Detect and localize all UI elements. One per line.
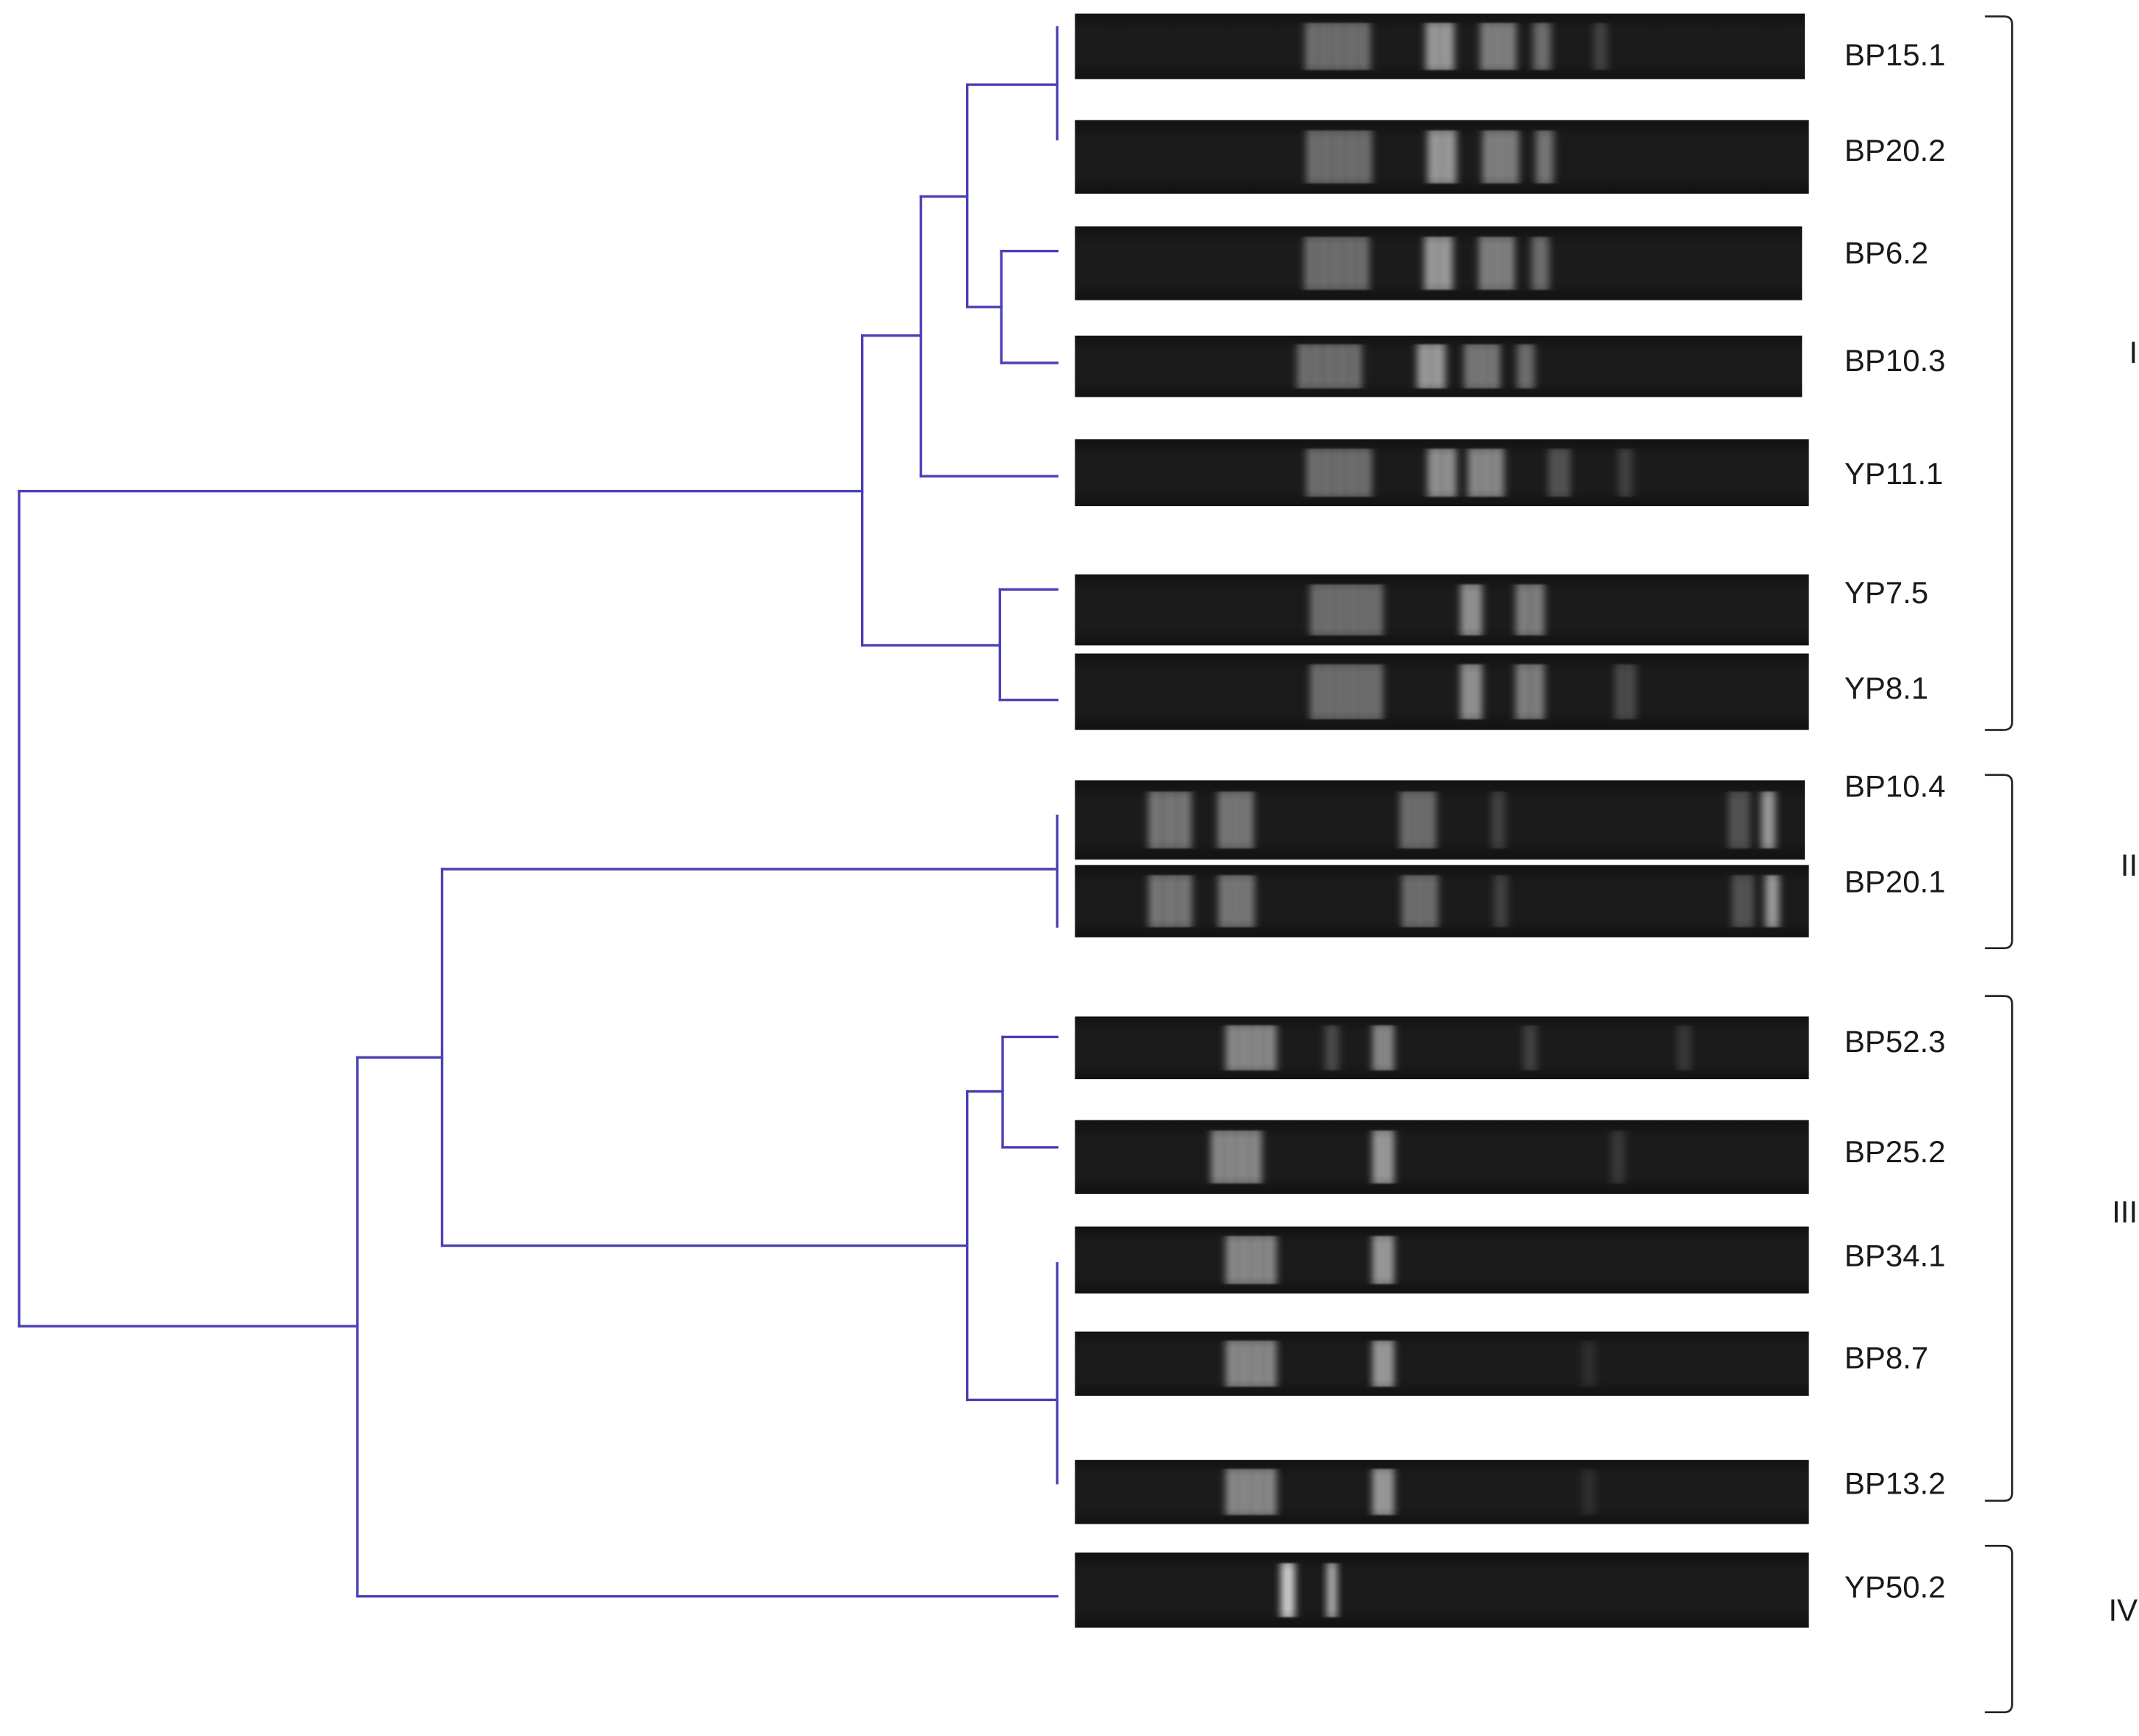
gel-lane-shading [1075,13,1805,79]
gel-lane-shading [1075,1016,1809,1079]
sample-label: BP20.2 [1844,133,1946,168]
gel-lane [1075,574,1809,646]
cluster-label: III [2112,1195,2138,1229]
sample-label: BP10.4 [1844,769,1946,804]
sample-label: YP7.5 [1844,575,1928,610]
sample-label: YP8.1 [1844,671,1928,705]
gel-lanes [1075,13,1809,1628]
sample-label: BP52.3 [1844,1024,1946,1059]
gel-lane-shading [1075,780,1805,860]
gel-lane-shading [1075,1331,1809,1396]
sample-label: BP8.7 [1844,1341,1928,1375]
bracket-line [1985,1544,2013,1714]
gel-lane [1075,226,1803,300]
gel-lane-shading [1075,865,1809,937]
gel-lane [1075,439,1809,506]
gel-lane [1075,1120,1809,1194]
gel-lane-shading [1075,574,1809,646]
gel-lane [1075,1016,1809,1079]
gel-lane-shading [1075,1460,1809,1524]
gel-lane-shading [1075,120,1809,194]
sample-label: BP13.2 [1844,1466,1946,1501]
cluster-label: II [2121,848,2138,882]
cluster-bracket: I [1985,15,2138,731]
gel-lane [1075,1331,1809,1396]
sample-label: YP11.1 [1844,456,1944,491]
gel-lane-shading [1075,226,1803,300]
sample-label: BP34.1 [1844,1238,1946,1272]
cluster-bracket: II [1985,774,2138,950]
gel-lane [1075,120,1809,194]
cluster-label: I [2129,335,2138,370]
sample-label: BP25.2 [1844,1134,1946,1169]
cluster-bracket: III [1985,995,2138,1502]
gel-lane [1075,1552,1809,1628]
gel-lane-shading [1075,1120,1809,1194]
gel-lane [1075,653,1809,730]
sample-label: BP20.1 [1844,865,1946,899]
gel-lane [1075,1226,1809,1294]
sample-label: BP6.2 [1844,235,1928,270]
gel-lane-shading [1075,439,1809,506]
dendrogram-tree [18,26,1058,1598]
cluster-label: IV [2108,1593,2138,1627]
sample-label: BP10.3 [1844,343,1946,378]
gel-lane-shading [1075,1552,1809,1628]
gel-lane [1075,865,1809,937]
cluster-bracket: IV [1985,1544,2138,1714]
bracket-line [1985,15,2013,731]
gel-lane-shading [1075,1226,1809,1294]
gel-lane-shading [1075,653,1809,730]
gel-lane [1075,780,1805,860]
sample-labels: BP15.1 BP20.2 BP6.2 BP10.3 YP11.1 YP7.5 YP8.1 B… [1844,37,1946,1604]
sample-label: YP50.2 [1844,1570,1946,1604]
sample-label: BP15.1 [1844,37,1946,72]
bracket-line [1985,995,2013,1502]
bracket-line [1985,774,2013,950]
gel-lane [1075,335,1803,397]
gel-lane-shading [1075,335,1803,397]
gel-lane [1075,1460,1809,1524]
gel-lane [1075,13,1805,79]
